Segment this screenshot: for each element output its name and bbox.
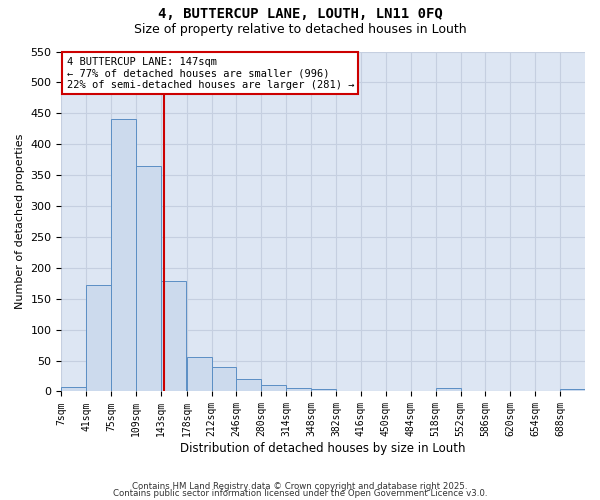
Text: Contains HM Land Registry data © Crown copyright and database right 2025.: Contains HM Land Registry data © Crown c… — [132, 482, 468, 491]
Bar — [187, 358, 212, 392]
Bar — [161, 282, 186, 392]
Bar — [262, 386, 286, 392]
Bar — [111, 120, 136, 392]
Bar — [560, 389, 585, 392]
Bar — [212, 366, 236, 392]
Text: 4 BUTTERCUP LANE: 147sqm
← 77% of detached houses are smaller (996)
22% of semi-: 4 BUTTERCUP LANE: 147sqm ← 77% of detach… — [67, 56, 354, 90]
Bar — [86, 285, 111, 392]
Bar — [286, 388, 311, 392]
Text: Contains public sector information licensed under the Open Government Licence v3: Contains public sector information licen… — [113, 490, 487, 498]
Bar — [61, 386, 86, 392]
Bar — [136, 166, 161, 392]
Y-axis label: Number of detached properties: Number of detached properties — [15, 134, 25, 309]
Text: 4, BUTTERCUP LANE, LOUTH, LN11 0FQ: 4, BUTTERCUP LANE, LOUTH, LN11 0FQ — [158, 8, 442, 22]
Bar — [436, 388, 461, 392]
Bar — [236, 379, 262, 392]
X-axis label: Distribution of detached houses by size in Louth: Distribution of detached houses by size … — [181, 442, 466, 455]
Text: Size of property relative to detached houses in Louth: Size of property relative to detached ho… — [134, 22, 466, 36]
Bar — [311, 389, 336, 392]
